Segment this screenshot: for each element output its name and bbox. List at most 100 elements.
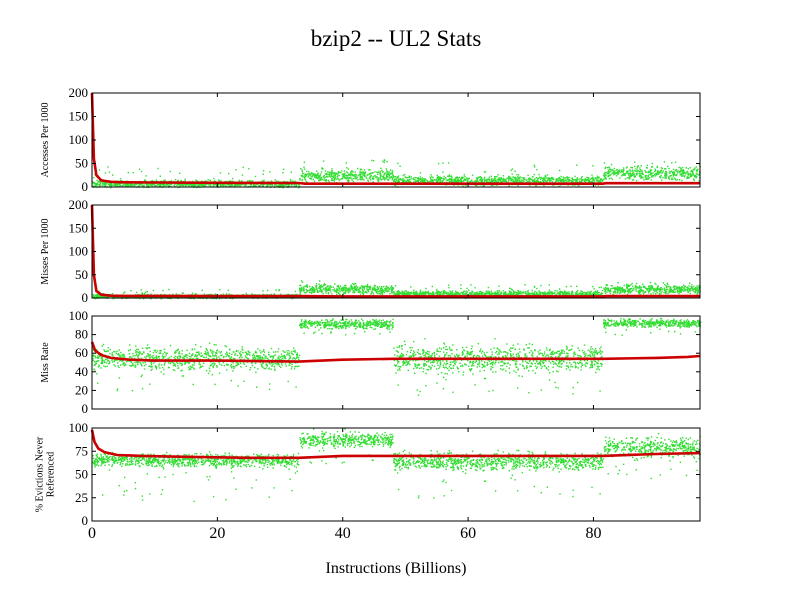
scatter-point [427,290,429,293]
scatter-point [454,292,456,295]
scatter-point [548,291,550,294]
scatter-point [129,183,132,186]
scatter-point [373,287,375,290]
scatter-point [412,177,415,179]
scatter-point [546,180,548,182]
scatter-point [302,288,305,290]
scatter-point [565,179,567,181]
scatter-point [571,181,573,183]
scatter-point [383,159,386,161]
scatter-point [418,293,420,295]
scatter-point [330,291,332,293]
scatter-point [141,292,143,294]
scatter-point [358,291,361,293]
scatter-point [362,286,364,289]
scatter-point [312,173,314,175]
scatter-point [462,176,464,178]
scatter-point [631,172,633,175]
scatter-point [248,185,250,188]
scatter-point [570,293,572,295]
y-tick-label: 50 [75,156,88,171]
scatter-point [331,293,333,295]
scatter-point [391,290,393,292]
scatter-point [607,171,610,173]
scatter-point [662,170,664,172]
scatter-point [350,285,352,288]
scatter-point [615,175,618,177]
scatter-point [337,170,340,173]
scatter-point [660,170,662,172]
scatter-point [601,179,604,181]
scatter-point [195,293,197,295]
scatter-point [355,173,357,176]
scatter-point [514,180,517,182]
scatter-point [448,287,450,289]
scatter-point [538,177,541,179]
scatter-point [323,175,325,177]
scatter-point [605,166,607,168]
scatter-point [415,177,417,179]
scatter-point [592,294,594,296]
scatter-point [508,290,511,292]
scatter-point [693,174,695,176]
scatter-point [548,294,550,296]
scatter-point [516,293,518,295]
scatter-point [651,176,653,178]
scatter-point [402,174,404,177]
scatter-point [663,161,666,163]
scatter-point [454,179,457,182]
scatter-point [628,172,630,174]
scatter-point [156,183,159,186]
scatter-point [166,184,168,186]
scatter-point [439,292,442,294]
scatter-point [391,173,393,175]
scatter-point [500,181,502,183]
scatter-point [312,173,314,176]
scatter-point [331,168,333,170]
scatter-point [480,177,483,179]
scatter-point [481,293,484,295]
scatter-point [687,177,689,179]
scatter-point [262,290,264,292]
scatter-point [311,172,313,174]
scatter-point [236,184,239,186]
scatter-point [522,177,525,179]
scatter-point [383,177,385,179]
scatter-point [280,293,282,295]
scatter-point [622,168,625,171]
scatter-point [527,180,530,183]
scatter-point [456,179,458,181]
scatter-point [571,292,573,294]
scatter-point [580,177,583,179]
scatter-point [653,174,656,176]
scatter-point [338,287,340,289]
scatter-point [617,172,619,174]
scatter-point [634,176,636,178]
scatter-point [94,298,96,300]
scatter-point [458,180,460,182]
scatter-point [447,294,449,296]
scatter-point [386,170,388,172]
scatter-point [196,184,199,187]
scatter-point [352,175,355,177]
scatter-point [407,291,410,293]
scatter-point [361,288,363,290]
scatter-point [451,177,453,179]
scatter-point [421,177,423,179]
scatter-point [191,185,193,187]
scatter-point [674,169,676,172]
scatter-point [541,177,544,179]
scatter-point [608,177,611,180]
scatter-point [649,171,652,173]
scatter-point [397,181,400,183]
scatter-point [376,286,379,288]
scatter-point [334,178,336,180]
scatter-point [422,178,425,180]
scatter-point [682,173,684,175]
scatter-point [384,172,386,174]
scatter-point [137,185,139,187]
scatter-point [127,184,129,186]
scatter-point [528,293,530,296]
scatter-point [432,293,434,295]
scatter-point [676,178,679,181]
